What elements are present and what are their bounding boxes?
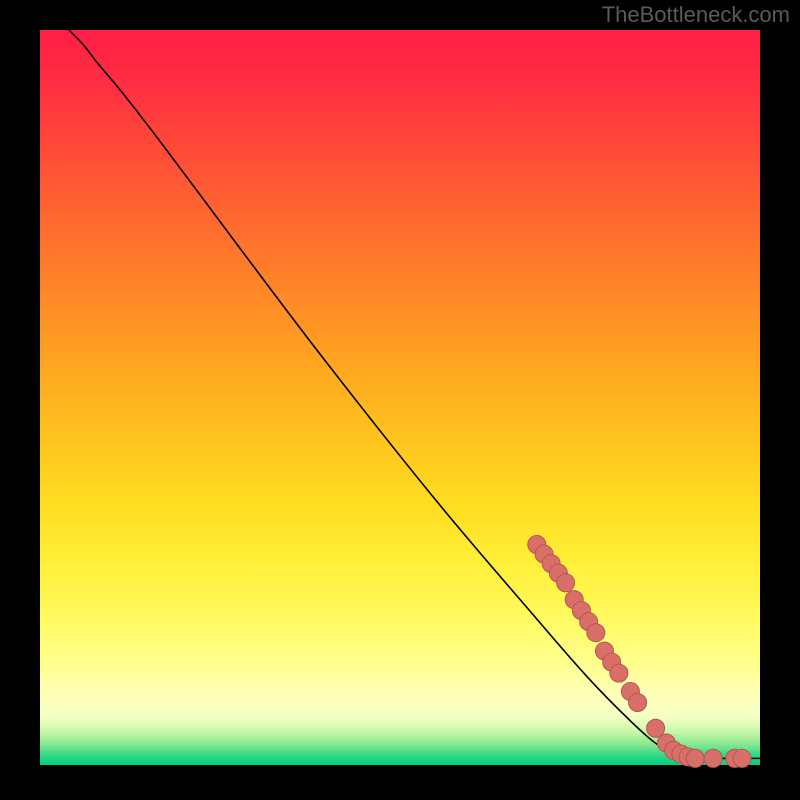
data-marker	[557, 574, 575, 592]
watermark-text: TheBottleneck.com	[602, 2, 790, 28]
data-marker	[686, 749, 704, 767]
data-marker	[704, 749, 722, 767]
chart-svg	[0, 0, 800, 800]
data-marker	[587, 624, 605, 642]
chart-root: TheBottleneck.com	[0, 0, 800, 800]
data-marker	[629, 694, 647, 712]
data-marker	[733, 749, 751, 767]
plot-background	[40, 30, 760, 765]
data-marker	[610, 664, 628, 682]
data-marker	[647, 719, 665, 737]
